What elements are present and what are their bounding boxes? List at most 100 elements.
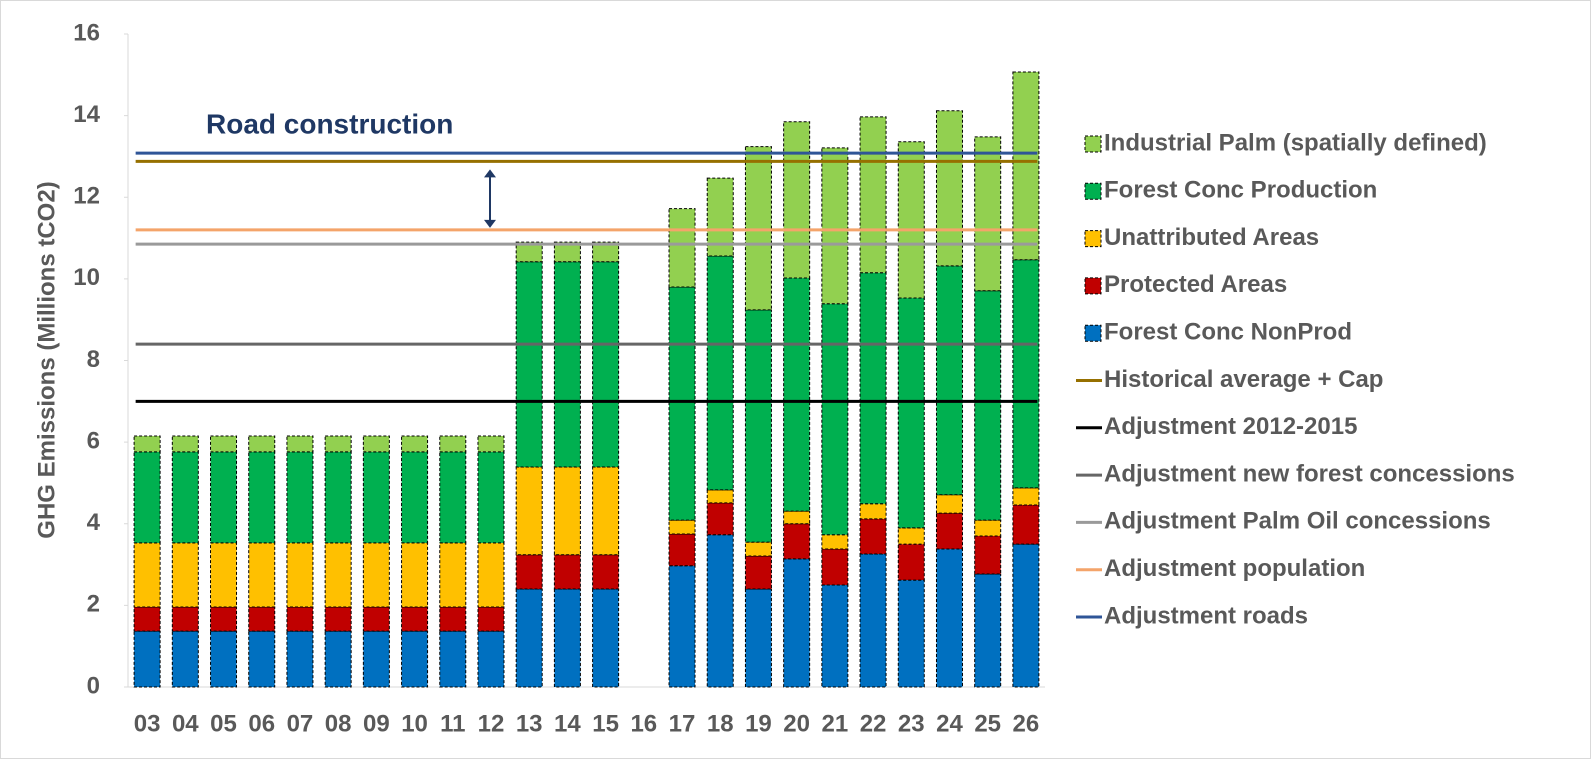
x-tick-label: 18 xyxy=(707,710,734,737)
legend-label: Unattributed Areas xyxy=(1104,224,1319,251)
bar-segment xyxy=(668,519,696,535)
bar-segment xyxy=(210,606,238,632)
bar-segment xyxy=(592,261,620,468)
x-tick-label: 16 xyxy=(630,710,657,737)
bar-segment xyxy=(553,241,581,263)
bar-segment xyxy=(935,512,963,550)
x-tick-label: 11 xyxy=(440,710,465,737)
bar-segment xyxy=(324,435,352,453)
bar-segment xyxy=(783,558,811,688)
bar-segment xyxy=(1012,487,1040,506)
bar-segment xyxy=(553,261,581,468)
arrow-head xyxy=(484,169,496,178)
bar-segment xyxy=(324,542,352,608)
bar-segment xyxy=(171,451,199,544)
bar-segment xyxy=(171,542,199,608)
bar-segment xyxy=(439,451,467,544)
legend-label: Adjustment population xyxy=(1104,555,1365,582)
bar-segment xyxy=(553,466,581,556)
bar-segment xyxy=(1012,543,1040,688)
bar-segment xyxy=(286,542,314,608)
bar-segment xyxy=(133,542,161,608)
x-tick-label: 08 xyxy=(325,710,352,737)
bar-segment xyxy=(401,542,429,608)
bar-segment xyxy=(286,451,314,544)
bar-segment xyxy=(401,451,429,544)
bar-segment xyxy=(515,241,543,263)
x-tick-label: 17 xyxy=(669,710,696,737)
bar-segment xyxy=(706,534,734,688)
bar-segment xyxy=(974,519,1002,537)
bar-segment xyxy=(668,533,696,567)
legend-swatch xyxy=(1084,182,1102,200)
bar-segment xyxy=(974,573,1002,688)
y-tick-label: 8 xyxy=(87,346,100,373)
bar-segment xyxy=(974,290,1002,521)
bar-segment xyxy=(362,542,390,608)
bar-segment xyxy=(1012,259,1040,489)
bar-segment xyxy=(897,297,925,529)
bar-segment xyxy=(171,435,199,453)
legend-label: Adjustment new forest concessions xyxy=(1104,460,1515,487)
legend-swatch xyxy=(1084,135,1102,153)
x-tick-label: 03 xyxy=(134,710,161,737)
bar-segment xyxy=(897,527,925,545)
bar-segment xyxy=(668,565,696,688)
bar-segment xyxy=(248,606,276,632)
bar-segment xyxy=(744,309,772,543)
bar-segment xyxy=(859,272,887,505)
bar-segment xyxy=(286,630,314,688)
legend-label: Protected Areas xyxy=(1104,271,1287,298)
bar-segment xyxy=(439,606,467,632)
bar-segment xyxy=(439,435,467,453)
x-tick-label: 21 xyxy=(822,710,849,737)
legend-swatch xyxy=(1084,277,1102,295)
bar-segment xyxy=(859,503,887,520)
bar-segment xyxy=(210,435,238,453)
bar-segment xyxy=(897,579,925,688)
bar-segment xyxy=(171,630,199,688)
bar-segment xyxy=(401,606,429,632)
bar-segment xyxy=(362,435,390,453)
bar-segment xyxy=(897,543,925,581)
bar-segment xyxy=(821,534,849,550)
bar-segment xyxy=(1012,504,1040,545)
bar-segment xyxy=(553,554,581,590)
bar-segment xyxy=(210,451,238,544)
bar-segment xyxy=(210,630,238,688)
bar-segment xyxy=(362,606,390,632)
bar-segment xyxy=(783,510,811,525)
bar-segment xyxy=(821,548,849,586)
legend-swatch xyxy=(1084,324,1102,342)
y-tick-label: 10 xyxy=(73,264,100,291)
bar-segment xyxy=(248,451,276,544)
legend-label: Adjustment Palm Oil concessions xyxy=(1104,508,1491,535)
bar-segment xyxy=(477,435,505,453)
bar-segment xyxy=(439,542,467,608)
bar-segment xyxy=(744,588,772,688)
bar-segment xyxy=(668,286,696,521)
legend-label: Historical average + Cap xyxy=(1104,366,1383,393)
bar-segment xyxy=(401,435,429,453)
bar-segment xyxy=(171,606,199,632)
bar-segment xyxy=(935,494,963,514)
bar-segment xyxy=(744,146,772,311)
bar-segment xyxy=(248,630,276,688)
bar-segment xyxy=(401,630,429,688)
x-tick-label: 19 xyxy=(745,710,772,737)
x-tick-label: 09 xyxy=(363,710,390,737)
bar-segment xyxy=(133,630,161,688)
bar-segment xyxy=(286,435,314,453)
bar-segment xyxy=(362,451,390,544)
y-tick-label: 0 xyxy=(87,672,100,699)
x-tick-label: 13 xyxy=(516,710,543,737)
bar-segment xyxy=(1012,71,1040,261)
bar-segment xyxy=(286,606,314,632)
bar-segment xyxy=(744,541,772,557)
bar-segment xyxy=(515,261,543,468)
legend-label: Adjustment roads xyxy=(1104,602,1308,629)
x-tick-label: 04 xyxy=(172,710,199,737)
bar-segment xyxy=(248,435,276,453)
bar-segment xyxy=(515,554,543,590)
bar-segment xyxy=(821,147,849,305)
